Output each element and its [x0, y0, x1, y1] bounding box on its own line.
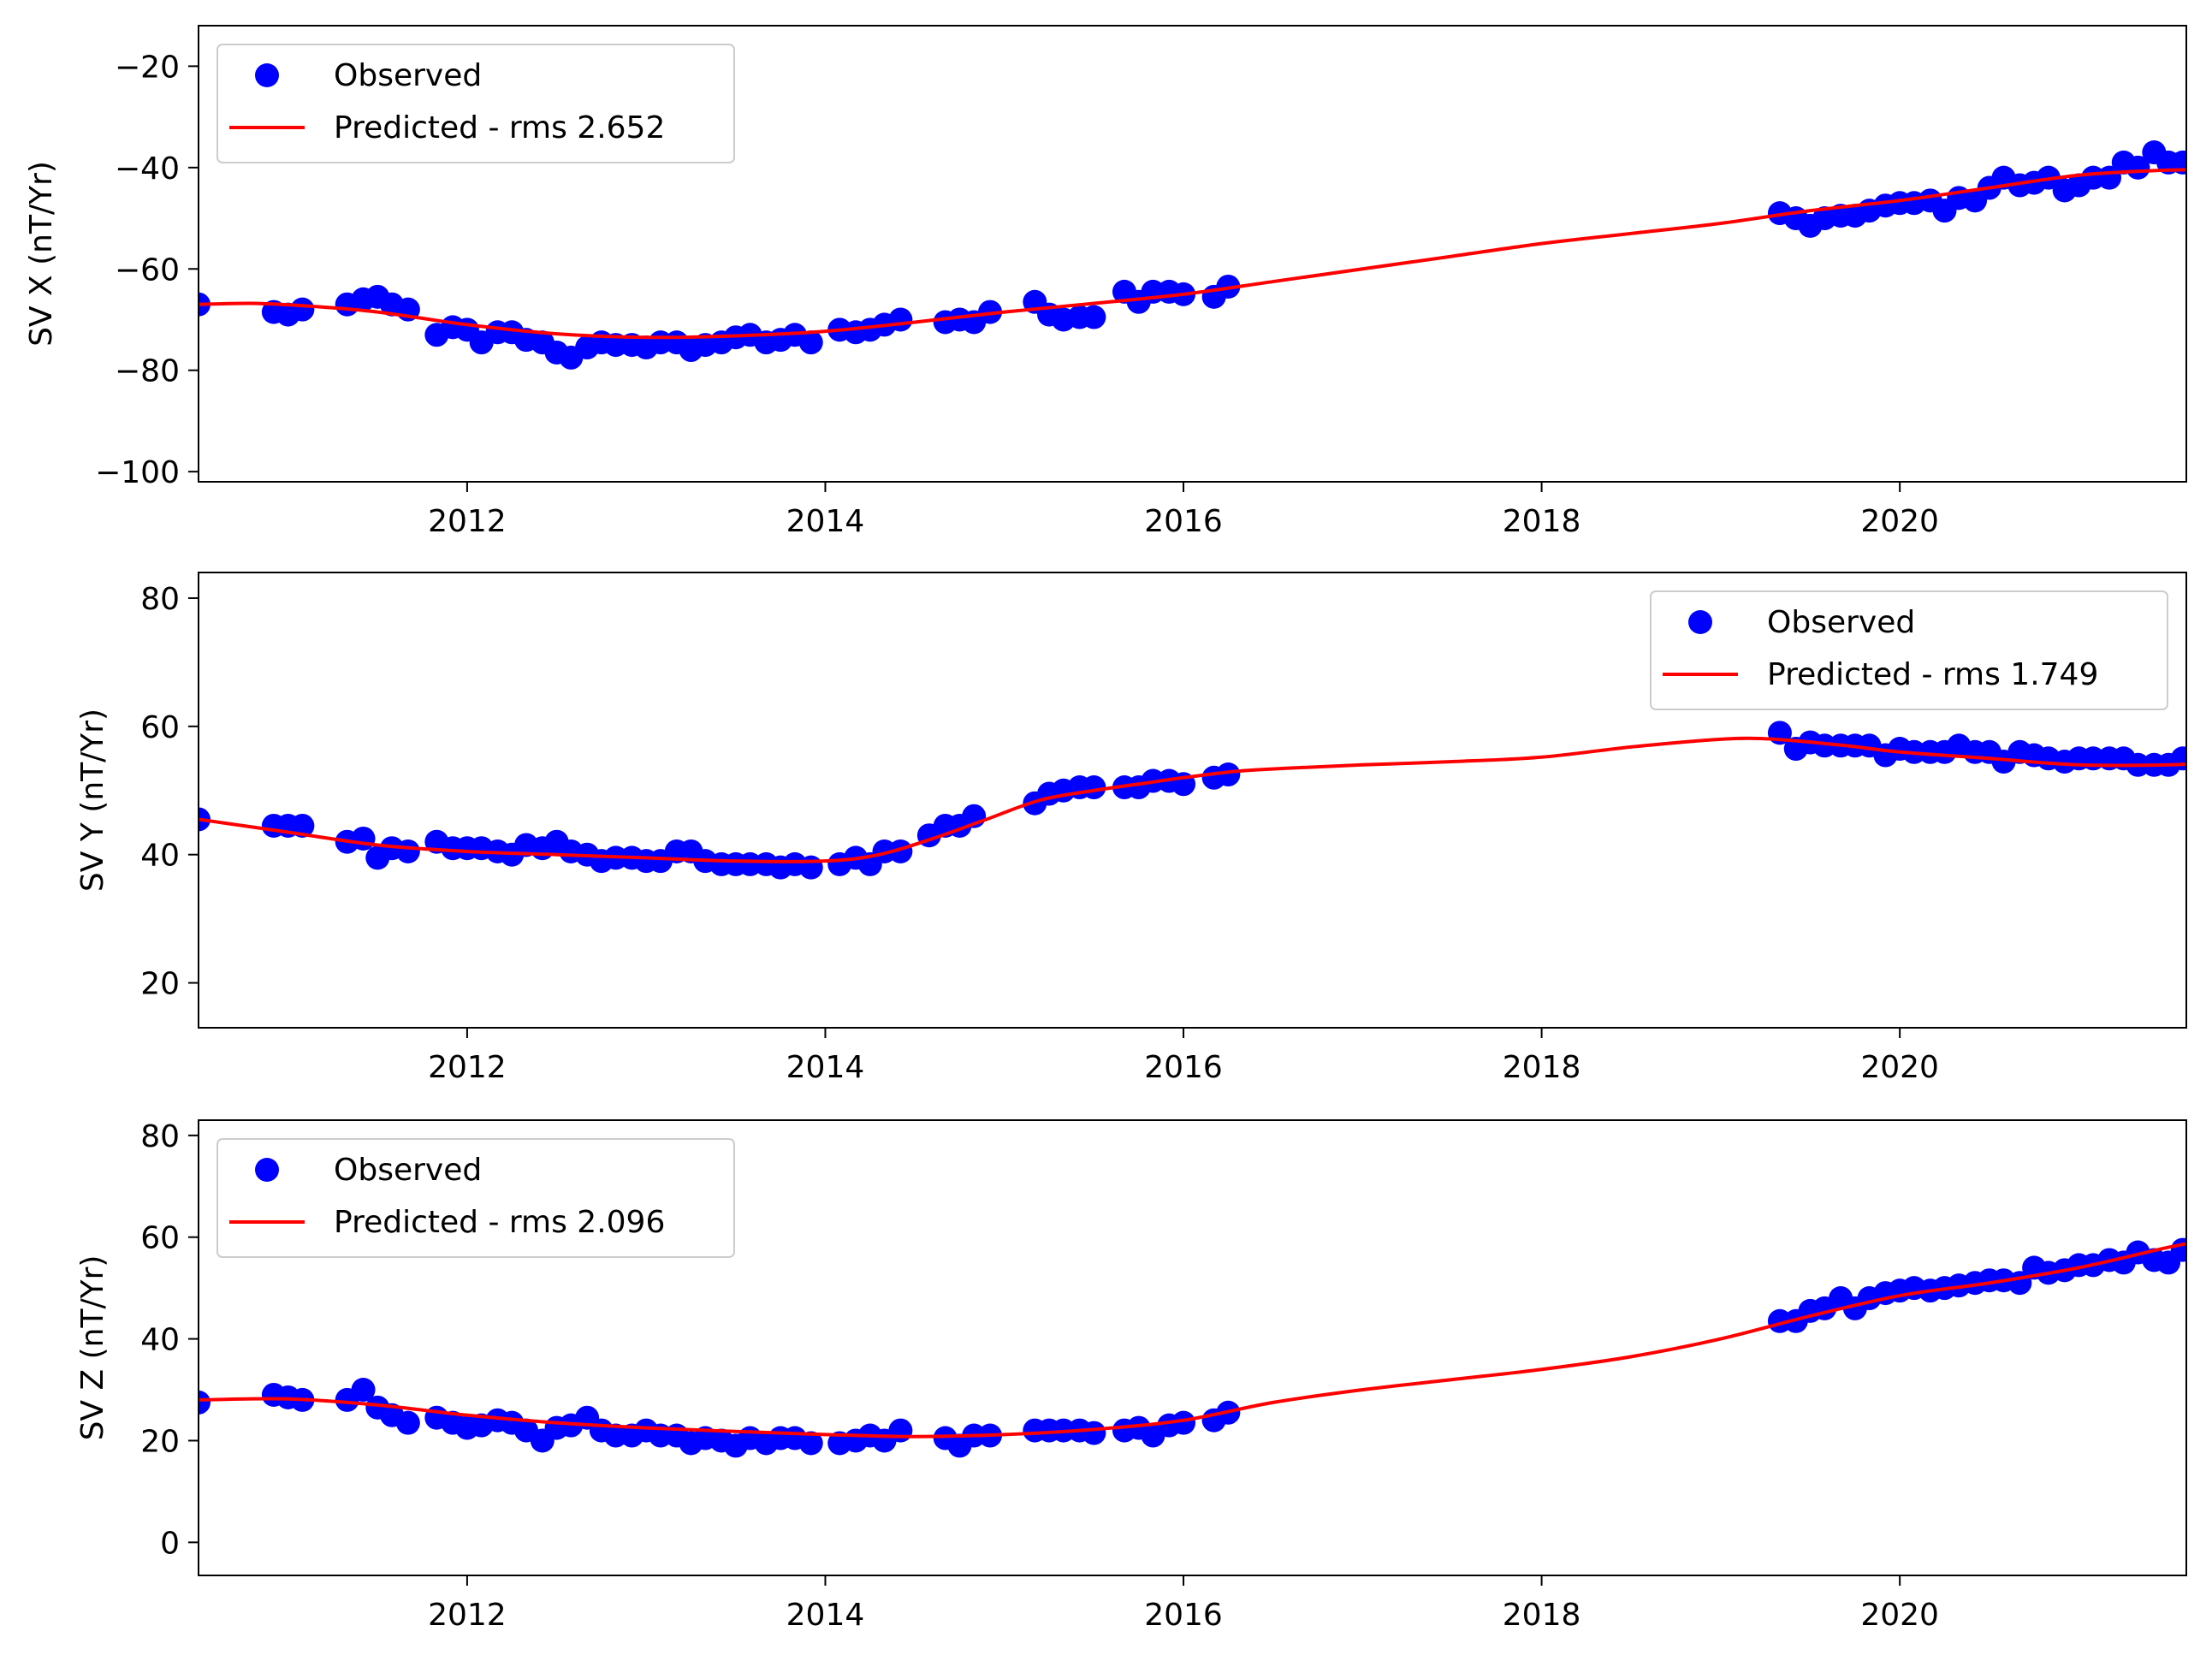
observed-point: [351, 1378, 376, 1403]
observed-point: [199, 1390, 211, 1415]
legend-predicted-label: Predicted - rms 2.652: [334, 110, 665, 145]
legend-box: [216, 44, 735, 163]
legend-observed-label: Observed: [334, 1153, 482, 1188]
legend: Observed Predicted - rms 2.096: [216, 1138, 735, 1258]
predicted-line: [199, 1242, 2186, 1439]
legend-observed-marker: [1688, 610, 1712, 634]
observed-point: [798, 855, 823, 880]
observed-point: [1082, 775, 1106, 800]
y-tick-label: 80: [140, 582, 180, 617]
legend-observed-marker: [255, 1158, 279, 1182]
predicted-line: [199, 736, 2186, 863]
observed-point: [395, 1410, 420, 1435]
subplot-1: 2012 2014 2016 2018 2020 −100 −80 −60 −40 −20 SV X…: [24, 25, 2187, 539]
x-tick-label: 2014: [786, 1050, 865, 1085]
axes-frame: [198, 25, 2187, 483]
observed-point: [1082, 305, 1106, 329]
observed-point: [1082, 1421, 1106, 1445]
observed-point: [2126, 155, 2150, 180]
x-tick-label: 2018: [1503, 1050, 1581, 1085]
y-tick-label: 20: [140, 1424, 180, 1459]
y-tick-label: 60: [140, 710, 180, 745]
y-axis-label: SV X (nT/Yr): [24, 161, 59, 347]
observed-point: [888, 1418, 913, 1443]
x-tick-label: 2016: [1144, 1050, 1223, 1085]
x-tick-label: 2018: [1503, 504, 1581, 539]
legend: Observed Predicted - rms 2.652: [216, 44, 735, 163]
x-tick-label: 2018: [1503, 1598, 1581, 1633]
legend-observed-marker: [255, 63, 279, 87]
x-tick-label: 2012: [428, 504, 507, 539]
legend: Observed Predicted - rms 1.749: [1650, 590, 2168, 710]
y-tick-label: 0: [160, 1526, 180, 1561]
y-tick-label: −60: [115, 252, 180, 288]
x-tick-label: 2014: [786, 504, 865, 539]
observed-point: [798, 330, 823, 355]
x-tick-label: 2020: [1860, 504, 1939, 539]
y-tick-label: 40: [140, 839, 180, 874]
observed-point: [290, 297, 315, 322]
y-tick-label: −80: [115, 354, 180, 389]
axes-frame: [198, 572, 2187, 1029]
legend-box: [216, 1138, 735, 1258]
plot-area: [199, 140, 2186, 370]
observed-point: [1171, 1410, 1196, 1435]
observed-point: [798, 1431, 823, 1456]
plot-area: [199, 721, 2186, 880]
y-axis-label: SV Z (nT/Yr): [75, 1255, 110, 1441]
legend-observed-label: Observed: [1767, 605, 1915, 640]
x-tick-label: 2016: [1144, 1598, 1223, 1633]
x-tick-label: 2014: [786, 1598, 865, 1633]
axes-frame: [198, 1119, 2187, 1576]
subplot-3: 2012 2014 2016 2018 2020 0 20 40 60 80 SV Z (nT/Yr…: [75, 1119, 2187, 1633]
legend-predicted-label: Predicted - rms 2.096: [334, 1205, 665, 1240]
y-tick-label: 20: [140, 967, 180, 1002]
observed-point: [351, 826, 376, 851]
y-tick-label: 80: [140, 1119, 180, 1154]
x-tick-label: 2012: [428, 1598, 507, 1633]
observed-point: [1216, 762, 1241, 787]
y-axis-label: SV Y (nT/Yr): [75, 709, 110, 892]
predicted-line: [199, 168, 2186, 340]
plot-area: [199, 1237, 2186, 1458]
x-tick-label: 2012: [428, 1050, 507, 1085]
y-tick-label: −20: [115, 50, 180, 85]
x-tick-label: 2016: [1144, 504, 1223, 539]
observed-point: [888, 307, 913, 332]
y-tick-label: 40: [140, 1323, 180, 1358]
observed-point: [395, 839, 420, 863]
y-tick-label: −100: [95, 455, 180, 490]
legend-observed-label: Observed: [334, 58, 482, 93]
legend-predicted-label: Predicted - rms 1.749: [1767, 657, 2098, 692]
y-tick-label: 60: [140, 1221, 180, 1256]
legend-box: [1650, 590, 2168, 710]
y-tick-label: −40: [115, 151, 180, 187]
x-tick-label: 2020: [1860, 1050, 1939, 1085]
x-tick-label: 2020: [1860, 1598, 1939, 1633]
